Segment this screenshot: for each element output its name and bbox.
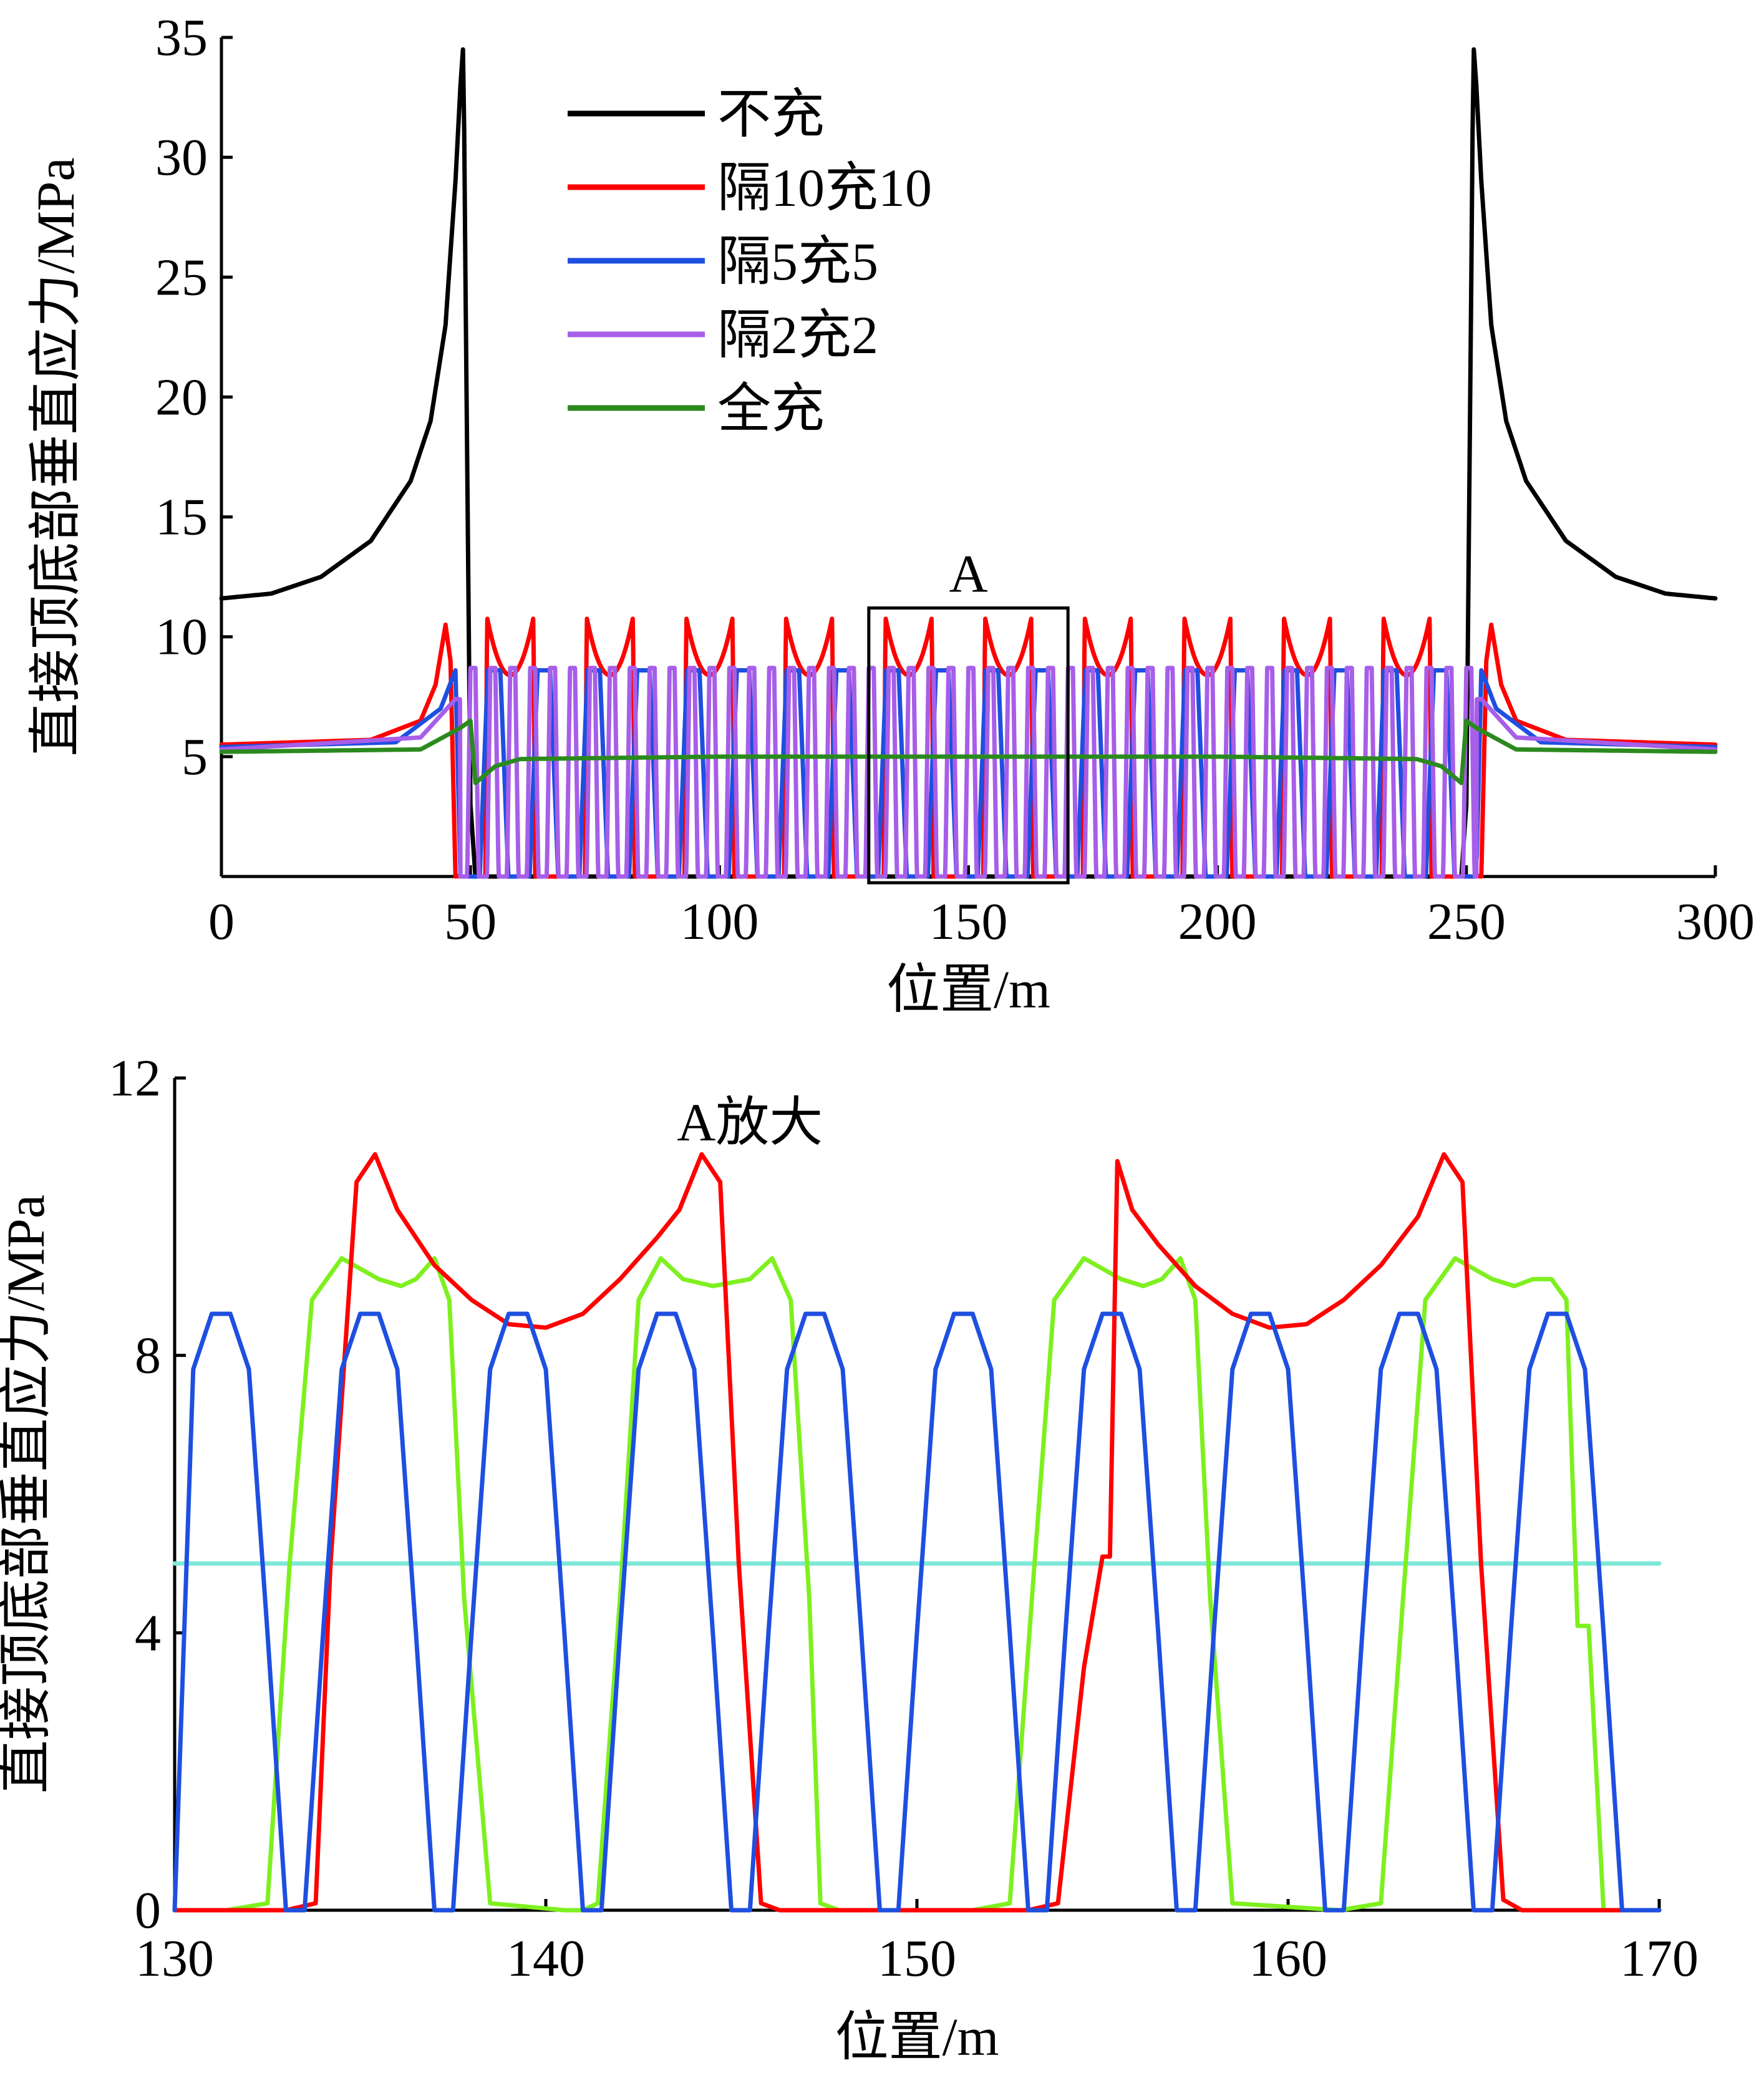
y-tick-label: 15 xyxy=(155,488,208,546)
x-tick-label: 130 xyxy=(135,1930,214,1988)
zoom-box-a xyxy=(867,606,1070,885)
bottom-chart: 130 140 150 160 170 0 4 8 12 位置/m 直接顶底部垂直应力/MPa A放大 xyxy=(0,1049,1699,2067)
x-axis-title: 位置/m xyxy=(835,2007,999,2067)
x-tick-label: 300 xyxy=(1676,893,1755,951)
y-tick-label: 20 xyxy=(155,368,208,426)
x-tick-label: 150 xyxy=(878,1930,956,1988)
legend-label: 全充 xyxy=(717,379,825,439)
y-tick-label: 8 xyxy=(135,1327,161,1385)
zoom-series-line-2 xyxy=(172,1311,1662,1913)
x-tick-label: 250 xyxy=(1427,893,1506,951)
y-axis-title: 直接顶底部垂直应力/MPa xyxy=(0,1195,56,1794)
y-tick-label: 5 xyxy=(182,728,208,786)
x-axis-title: 位置/m xyxy=(886,959,1050,1019)
y-tick-label: 12 xyxy=(109,1049,161,1107)
x-tick-label: 100 xyxy=(680,893,758,951)
series-line-2 xyxy=(219,668,1718,879)
zoom-series-line-1 xyxy=(172,1256,1662,1913)
y-axis-title: 直接顶底部垂直应力/MPa xyxy=(26,157,85,756)
top-chart: 0 50 100 150 200 250 300 5 10 15 20 25 30 35 位置/m 直接顶底部… xyxy=(26,9,1755,1019)
chart-title: A放大 xyxy=(677,1092,823,1152)
y-tick-label: 35 xyxy=(155,9,208,67)
legend-label: 不充 xyxy=(717,84,825,144)
x-tick-label: 50 xyxy=(444,893,497,951)
x-tick-label: 160 xyxy=(1249,1930,1327,1988)
legend-label: 隔10充10 xyxy=(717,158,932,218)
x-tick-label: 140 xyxy=(506,1930,585,1988)
zoom-series-line-0 xyxy=(172,1152,1662,1913)
y-tick-label: 30 xyxy=(155,129,208,187)
x-tick-label: 150 xyxy=(929,893,1008,951)
x-tick-label: 170 xyxy=(1620,1930,1699,1988)
zoom-box-label: A xyxy=(949,544,987,604)
y-tick-label: 10 xyxy=(155,608,208,666)
x-tick-label: 200 xyxy=(1178,893,1257,951)
y-tick-label: 0 xyxy=(135,1882,161,1940)
y-tick-label: 4 xyxy=(135,1604,161,1662)
x-tick-label: 0 xyxy=(208,893,235,951)
y-tick-label: 25 xyxy=(155,248,208,306)
series-line-4 xyxy=(219,718,1718,785)
legend-label: 隔2充2 xyxy=(717,305,878,365)
series-line-3 xyxy=(219,666,1718,879)
legend-label: 隔5充5 xyxy=(717,231,878,291)
